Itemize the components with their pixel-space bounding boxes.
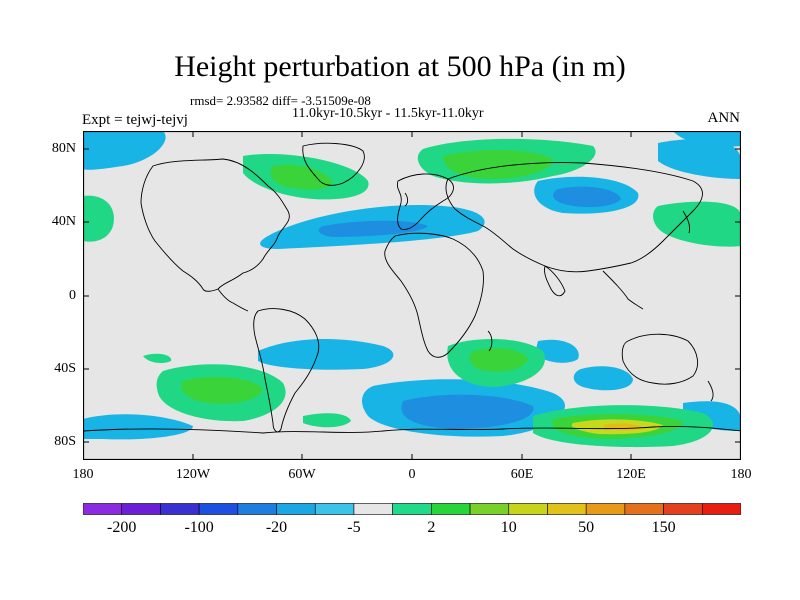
region-pos-core-scandinavia <box>443 149 553 179</box>
region-pos-pacific-south-small <box>303 413 351 428</box>
lat-label-40n: 40N <box>51 214 76 229</box>
coast-uk <box>404 192 409 207</box>
lat-label-80n: 80N <box>51 141 76 156</box>
colorbar-label: -200 <box>107 519 137 536</box>
stats-line: rmsd= 2.93582 diff= -3.51509e-08 <box>190 93 371 108</box>
colorbar-label: 2 <box>427 519 436 536</box>
colorbar-swatch-5 <box>276 503 316 515</box>
plot-title: Height perturbation at 500 hPa (in m) <box>174 50 626 83</box>
region-pos-core-se-pacific <box>181 376 263 404</box>
region-neg-core-asia <box>553 186 621 208</box>
colorbar-swatch-8 <box>392 503 432 515</box>
region-neg-south-atlantic-upper <box>258 339 394 370</box>
region-neg-core-southern-ocean <box>401 394 534 429</box>
lat-label-80s: 80S <box>54 434 76 449</box>
colorbar-label: -5 <box>347 519 361 536</box>
colorbar-swatch-9 <box>431 503 471 515</box>
lon-label-180-right: 180 <box>730 467 752 482</box>
colorbar-swatch-16 <box>701 503 741 515</box>
coast-southeast-asia <box>602 270 644 310</box>
region-neg-arctic-right <box>673 131 741 147</box>
coast-madagascar <box>487 330 493 352</box>
lon-label-60e: 60E <box>510 467 534 482</box>
colorbar-label: 10 <box>500 519 517 536</box>
colorbar-label: -100 <box>184 519 214 536</box>
colorbar-swatch-2 <box>160 503 200 515</box>
colorbar-label: 150 <box>651 519 676 536</box>
colorbar-swatch-15 <box>663 503 703 515</box>
world-map <box>83 131 741 460</box>
colorbar-swatch-13 <box>585 503 626 515</box>
coast-africa <box>384 232 484 358</box>
region-neg-south-indian <box>573 366 633 391</box>
region-neg-northpole-left <box>83 131 166 170</box>
colorbar-swatch-14 <box>624 503 664 515</box>
colorbar-label: 50 <box>578 519 595 536</box>
lon-label-0: 0 <box>408 467 416 482</box>
period-line: 11.0kyr-10.5kyr - 11.5kyr-11.0kyr <box>292 106 484 121</box>
lat-label-40s: 40S <box>54 361 76 376</box>
colorbar-swatch-3 <box>198 503 239 515</box>
season-label: ANN <box>707 110 741 126</box>
coast-north-america <box>140 158 290 292</box>
lon-label-180-left: 180 <box>72 467 94 482</box>
positive-anomaly-cores <box>181 149 683 439</box>
lon-label-120w: 120W <box>175 467 211 482</box>
map-frame <box>83 131 741 460</box>
colorbar-swatch-1 <box>121 503 161 515</box>
negative-anomaly-cores <box>318 186 621 429</box>
colorbar-swatch-11 <box>508 503 548 515</box>
region-pos-west-pacific-small <box>143 353 172 364</box>
region-neg-indian-ocean <box>535 339 579 363</box>
region-pos-core-south-atlantic <box>469 348 528 372</box>
coast-south-america <box>253 308 320 433</box>
region-pos-north-pacific-right <box>653 201 741 247</box>
coast-antarctica <box>83 426 741 434</box>
lon-label-60w: 60W <box>288 467 316 482</box>
colorbar-swatch-7 <box>353 503 393 515</box>
coast-australia <box>621 333 699 385</box>
coastlines <box>83 142 741 434</box>
coast-india <box>544 265 566 297</box>
colorbar-swatch-6 <box>314 503 355 515</box>
coast-central-america <box>217 288 249 312</box>
region-pos-core-greenland <box>270 164 333 190</box>
region-neg-npacific-right <box>658 138 741 179</box>
coast-new-zealand <box>707 380 714 402</box>
positive-anomaly-peaks <box>571 419 663 435</box>
colorbar <box>83 503 741 515</box>
coast-asia <box>445 162 703 273</box>
colorbar-swatch-10 <box>469 503 510 515</box>
colorbar-swatch-12 <box>547 503 587 515</box>
experiment-label: Expt = tejwj-tejvj <box>82 112 188 128</box>
colorbar-label: -20 <box>265 519 288 536</box>
lon-label-120e: 120E <box>616 467 646 482</box>
region-neg-core-natlantic <box>318 220 428 237</box>
coast-japan <box>682 210 691 234</box>
colorbar-swatch-0 <box>83 503 123 515</box>
coast-greenland <box>302 142 365 186</box>
colorbar-swatch-4 <box>237 503 277 515</box>
region-pos-north-pacific-left <box>83 195 114 242</box>
region-neg-sw-pacific <box>83 414 193 440</box>
lat-label-0: 0 <box>69 288 76 303</box>
